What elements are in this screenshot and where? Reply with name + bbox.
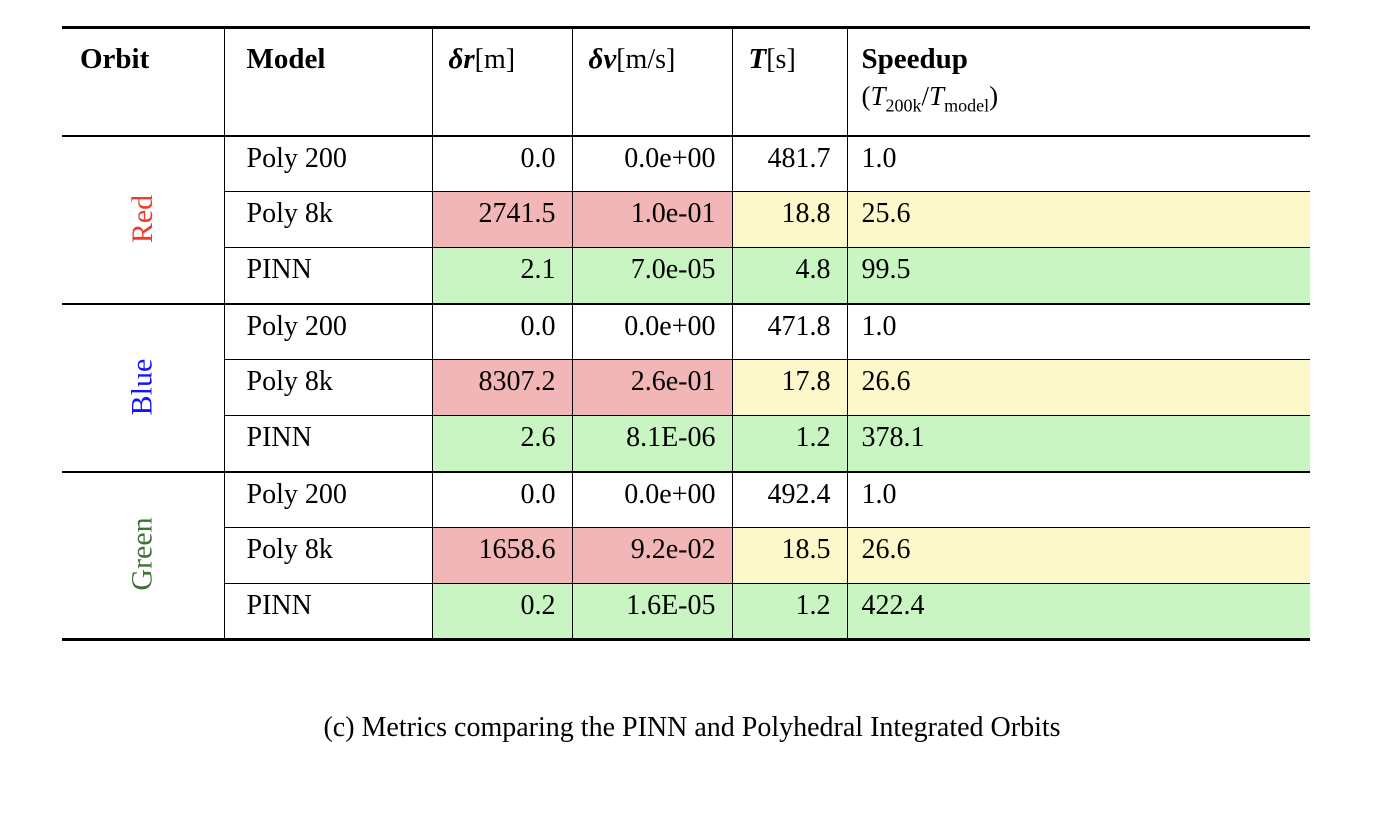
orbit-label-cell: Blue [62,302,224,472]
header-time-symbol: T [748,43,767,75]
cell-speedup: 25.6 [846,191,1310,248]
formula-t2: T [929,80,945,111]
cell-delta-v: 7.0e-05 [571,247,732,304]
cell-delta-r: 8307.2 [431,359,572,416]
cell-time: 481.7 [731,134,847,192]
header-delta-v-unit: [m/s] [616,44,676,75]
cell-model: Poly 200 [223,302,432,360]
header-speedup-formula: (T200k/Tmodel) [862,81,1297,116]
header-delta-r-symbol: δr [448,43,475,75]
cell-delta-v: 0.0e+00 [571,134,732,192]
cell-model: PINN [223,415,432,472]
orbit-label-cell: Red [62,134,224,304]
table-row: Poly 8k 2741.5 1.0e-01 18.8 25.6 [62,191,1310,248]
cell-model: Poly 8k [223,527,432,584]
figure-caption: (c) Metrics comparing the PINN and Polyh… [323,712,1061,743]
orbit-label-cell: Green [62,470,224,640]
cell-speedup: 378.1 [846,415,1310,472]
cell-time: 492.4 [731,470,847,528]
cell-delta-v: 0.0e+00 [571,470,732,528]
header-model: Model [223,26,432,136]
bottom-rule-row [62,638,1310,642]
cell-time: 18.8 [731,191,847,248]
cell-delta-v: 8.1E-06 [571,415,732,472]
cell-delta-r: 0.2 [431,583,572,640]
cell-speedup: 99.5 [846,247,1310,304]
cell-speedup: 422.4 [846,583,1310,640]
cell-delta-r: 2741.5 [431,191,572,248]
formula-t2-subscript: model [944,95,990,116]
header-speedup-label: Speedup [861,43,968,75]
table-row: PINN 2.6 8.1E-06 1.2 378.1 [62,415,1310,472]
cell-delta-r: 2.1 [431,247,572,304]
cell-delta-v: 9.2e-02 [571,527,732,584]
orbit-label: Blue [125,358,159,415]
cell-speedup: 26.6 [846,359,1310,416]
orbit-label: Green [125,517,159,591]
cell-delta-v: 0.0e+00 [571,302,732,360]
table-row: Poly 8k 1658.6 9.2e-02 18.5 26.6 [62,527,1310,584]
cell-time: 1.2 [731,583,847,640]
table-body: Red Poly 200 0.0 0.0e+00 481.7 1.0 Poly 8k 2741… [62,134,1310,640]
formula-paren-open: ( [861,80,871,111]
cell-model: Poly 200 [223,134,432,192]
cell-speedup: 1.0 [846,302,1310,360]
table-header: Orbit Model δr[m] δv[m/s] T[s] Speedup (… [62,26,1310,136]
orbit-label: Red [125,194,159,243]
table-row: PINN 0.2 1.6E-05 1.2 422.4 [62,583,1310,640]
table-footer [62,638,1310,642]
cell-delta-v: 1.6E-05 [571,583,732,640]
table-row: Blue Poly 200 0.0 0.0e+00 471.8 1.0 [62,302,1310,472]
cell-model: Poly 8k [223,359,432,416]
cell-time: 17.8 [731,359,847,416]
header-time-unit: [s] [766,44,796,75]
cell-model: PINN [223,247,432,304]
cell-model: Poly 200 [223,470,432,528]
header-delta-r-unit: [m] [474,44,516,75]
cell-time: 4.8 [731,247,847,304]
cell-delta-v: 2.6e-01 [571,359,732,416]
table-row: Red Poly 200 0.0 0.0e+00 481.7 1.0 [62,134,1310,304]
cell-delta-r: 0.0 [431,302,572,360]
cell-model: Poly 8k [223,191,432,248]
bottom-rule [62,638,1310,642]
cell-model: PINN [223,583,432,640]
cell-time: 18.5 [731,527,847,584]
table-row: Green Poly 200 0.0 0.0e+00 492.4 1.0 [62,470,1310,640]
formula-slash: / [921,80,930,111]
header-speedup: Speedup (T200k/Tmodel) [846,26,1310,136]
formula-t1: T [870,80,886,111]
header-orbit: Orbit [62,26,224,136]
formula-paren-close: ) [989,80,999,111]
cell-time: 1.2 [731,415,847,472]
formula-t1-subscript: 200k [885,95,922,116]
table-row: Poly 8k 8307.2 2.6e-01 17.8 26.6 [62,359,1310,416]
cell-delta-v: 1.0e-01 [571,191,732,248]
header-time: T[s] [731,26,847,136]
header-row: Orbit Model δr[m] δv[m/s] T[s] Speedup (… [62,26,1310,136]
cell-speedup: 26.6 [846,527,1310,584]
metrics-table-container: Orbit Model δr[m] δv[m/s] T[s] Speedup (… [62,26,1310,642]
cell-time: 471.8 [731,302,847,360]
cell-delta-r: 1658.6 [431,527,572,584]
cell-speedup: 1.0 [846,134,1310,192]
cell-speedup: 1.0 [846,470,1310,528]
cell-delta-r: 0.0 [431,470,572,528]
header-delta-v-symbol: δv [588,43,617,75]
metrics-table: Orbit Model δr[m] δv[m/s] T[s] Speedup (… [62,26,1310,642]
header-delta-r: δr[m] [431,26,572,136]
table-row: PINN 2.1 7.0e-05 4.8 99.5 [62,247,1310,304]
cell-delta-r: 0.0 [431,134,572,192]
cell-delta-r: 2.6 [431,415,572,472]
header-delta-v: δv[m/s] [571,26,732,136]
